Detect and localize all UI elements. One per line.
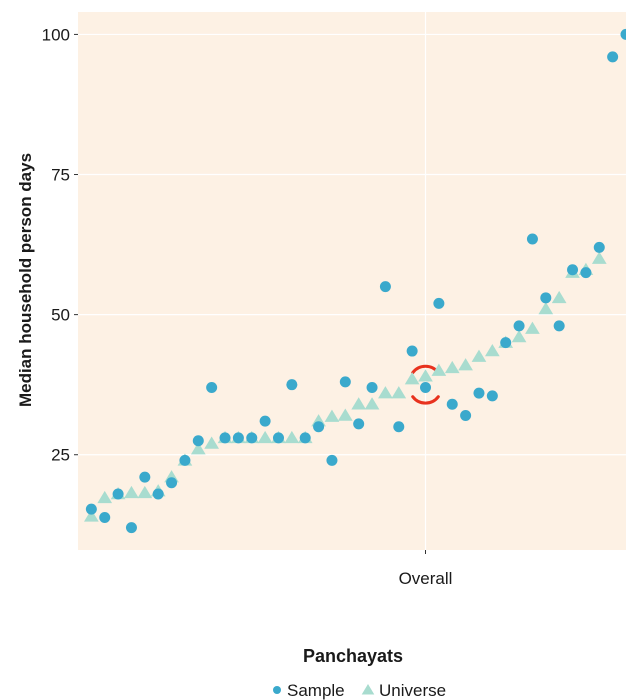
legend-title: Panchayats [303,646,403,666]
sample-point [113,488,124,499]
plot-background [78,12,626,550]
legend-sample-key [273,686,281,694]
y-tick-label: 50 [51,306,70,325]
sample-point [273,432,284,443]
sample-point [460,410,471,421]
sample-point [126,522,137,533]
sample-point [554,320,565,331]
sample-point [540,292,551,303]
sample-point [500,337,511,348]
sample-point [580,267,591,278]
sample-point [286,379,297,390]
y-tick-label: 100 [42,25,70,44]
sample-point [193,435,204,446]
y-tick-label: 75 [51,166,70,185]
sample-point [86,504,97,515]
sample-point [340,376,351,387]
sample-point [246,432,257,443]
sample-point [139,472,150,483]
sample-point [514,320,525,331]
sample-point [473,388,484,399]
y-tick-label: 25 [51,446,70,465]
sample-point [206,382,217,393]
legend-universe-label: Universe [379,681,446,700]
sample-point [527,233,538,244]
sample-point [407,346,418,357]
legend: Panchayats Sample Universe [273,646,446,700]
sample-point [433,298,444,309]
sample-point [367,382,378,393]
sample-point [420,382,431,393]
legend-universe-key [362,684,375,695]
x-tick-label: Overall [399,569,453,588]
sample-point [300,432,311,443]
sample-point [153,488,164,499]
legend-sample-label: Sample [287,681,345,700]
sample-point [607,51,618,62]
sample-point [166,477,177,488]
sample-point [353,418,364,429]
plot-panel [78,12,626,550]
sample-point [99,512,110,523]
sample-point [594,242,605,253]
sample-point [260,416,271,427]
sample-point [567,264,578,275]
sample-point [179,455,190,466]
sample-point [326,455,337,466]
sample-point [487,390,498,401]
sample-point [233,432,244,443]
sample-point [313,421,324,432]
sample-point [393,421,404,432]
y-axis-title: Median household person days [16,153,35,407]
sample-point [220,432,231,443]
sample-point [447,399,458,410]
sample-point [380,281,391,292]
